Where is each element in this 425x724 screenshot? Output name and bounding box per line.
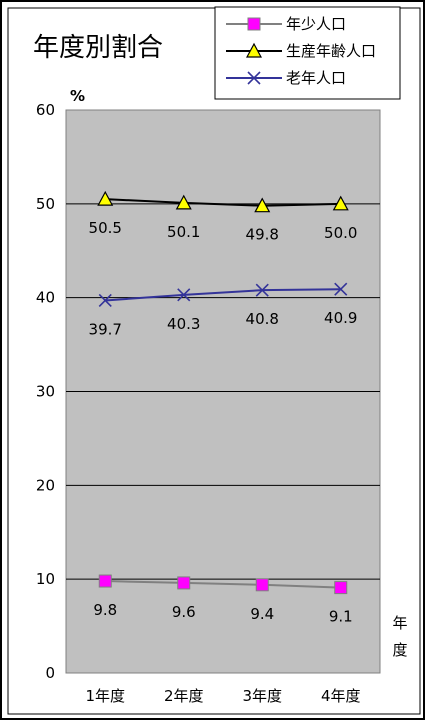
- data-label: 50.0: [324, 224, 357, 242]
- data-point-marker: [98, 574, 112, 588]
- data-point-marker: [97, 190, 114, 206]
- y-tick-label: 30: [36, 383, 55, 401]
- x-tick-label: 1年度: [85, 687, 125, 705]
- series-layer: 9.8 9.6 9.4 9.1 50.5 50.1 49.8 50.0 39.7 40.3 40.8…: [89, 190, 357, 626]
- series-line: [105, 288, 341, 302]
- data-label: 9.1: [329, 608, 353, 626]
- data-label: 40.9: [324, 309, 357, 327]
- legend-label: 老年人口: [286, 69, 346, 87]
- marker-stroke: [334, 282, 348, 296]
- data-label: 39.7: [89, 320, 122, 338]
- data-point-marker: [255, 578, 269, 592]
- chart-title: 年度別割合: [33, 33, 163, 63]
- data-point-marker: [334, 581, 348, 595]
- data-point-marker: [175, 194, 192, 210]
- series: 39.7 40.3 40.8 40.9: [89, 282, 357, 338]
- data-label: 49.8: [246, 226, 279, 244]
- marker-stroke: [255, 283, 269, 297]
- y-tick-label: 10: [36, 570, 55, 588]
- y-tick-label: 50: [36, 195, 55, 213]
- x-tick-labels: 1年度 2年度 3年度 4年度: [85, 687, 360, 705]
- data-label: 50.5: [89, 219, 122, 237]
- data-point-marker: [177, 576, 191, 590]
- inner-border: [7, 7, 421, 715]
- marker-stroke: [247, 71, 261, 85]
- y-tick-labels: 0 10 20 30 40 50 60: [36, 101, 55, 682]
- data-label: 9.4: [250, 605, 274, 623]
- marker-stroke: [177, 288, 191, 302]
- legend-item: 老年人口: [226, 69, 346, 87]
- legend-label: 年少人口: [286, 15, 346, 33]
- y-tick-label: 20: [36, 476, 55, 494]
- data-point-marker: [332, 195, 349, 211]
- data-point-marker: [247, 71, 261, 85]
- y-tick-label: 0: [45, 664, 55, 682]
- data-label: 40.8: [246, 310, 279, 328]
- data-point-marker: [255, 283, 269, 297]
- legend-item: 年少人口: [226, 15, 346, 33]
- data-point-marker: [98, 293, 112, 308]
- x-axis-label-char-2: 度: [392, 641, 407, 659]
- series: 9.8 9.6 9.4 9.1: [93, 574, 353, 626]
- y-tick-label: 40: [36, 289, 55, 307]
- x-tick-label: 3年度: [242, 687, 282, 705]
- x-tick-label: 4年度: [321, 687, 361, 705]
- y-tick-label: 60: [36, 101, 55, 119]
- data-point-marker: [177, 288, 191, 302]
- legend-item: 生産年齢人口: [226, 42, 376, 60]
- legend-box: [214, 6, 401, 100]
- x-axis-label-char-1: 年: [392, 614, 407, 632]
- data-point-marker: [245, 42, 263, 58]
- x-tick-label: 2年度: [164, 687, 204, 705]
- legend-label: 生産年齢人口: [286, 42, 376, 60]
- marker-stroke: [98, 293, 112, 308]
- data-point-marker: [334, 282, 348, 296]
- data-label: 9.8: [93, 601, 117, 619]
- series-line: [105, 198, 341, 207]
- y-axis-label: %: [70, 87, 85, 105]
- series: 50.5 50.1 49.8 50.0: [89, 190, 357, 244]
- data-label: 40.3: [167, 315, 200, 333]
- data-point-marker: [254, 197, 271, 213]
- data-label: 50.1: [167, 223, 200, 241]
- series-line: [105, 580, 341, 589]
- data-point-marker: [247, 17, 261, 31]
- data-label: 9.6: [172, 603, 196, 621]
